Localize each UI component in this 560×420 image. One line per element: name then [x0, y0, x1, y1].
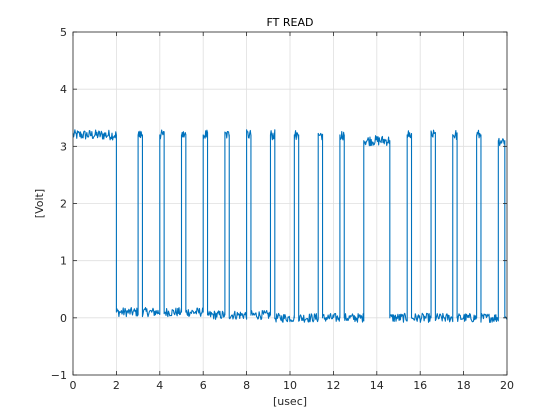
x-tick-label: 20 [500, 379, 514, 392]
x-tick-label: 2 [113, 379, 120, 392]
x-tick-label: 14 [370, 379, 384, 392]
y-axis-title: [Volt] [33, 189, 46, 218]
x-tick-label: 8 [243, 379, 250, 392]
signal-trace [72, 129, 508, 323]
x-axis-title: [usec] [273, 395, 307, 408]
x-tick-label: 4 [156, 379, 163, 392]
y-tick-label: −1 [51, 369, 67, 382]
x-tick-label: 12 [326, 379, 340, 392]
y-tick-label: 2 [60, 198, 67, 211]
y-tick-label: 0 [60, 312, 67, 325]
y-tick-label: 1 [60, 255, 67, 268]
chart-title: FT READ [267, 16, 314, 29]
x-tick-label: 10 [283, 379, 297, 392]
x-tick-label: 18 [457, 379, 471, 392]
x-tick-label: 16 [413, 379, 427, 392]
y-tick-label: 5 [60, 26, 67, 39]
y-tick-label: 4 [60, 83, 67, 96]
x-tick-label: 6 [200, 379, 207, 392]
data-layer [72, 129, 508, 323]
y-tick-label: 3 [60, 140, 67, 153]
x-tick-label: 0 [70, 379, 77, 392]
